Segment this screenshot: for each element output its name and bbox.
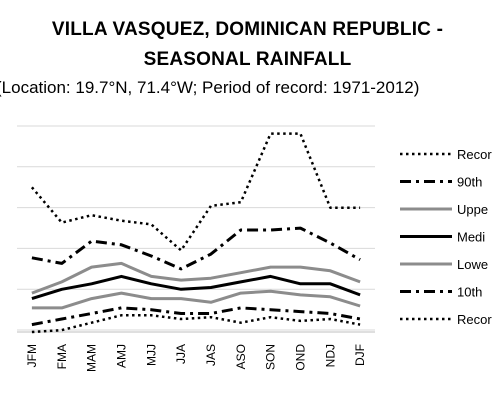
series-line-2	[31, 261, 361, 295]
legend-label: 90th	[457, 175, 482, 190]
x-tick-label: AMJ	[114, 344, 128, 368]
x-tick-label: JAS	[204, 344, 218, 366]
series-line-3	[31, 274, 361, 301]
legend-label: Recor	[457, 147, 492, 162]
x-tick-label: FMA	[55, 344, 69, 369]
legend-label: 10th	[457, 285, 482, 300]
chart-title-line1: VILLA VASQUEZ, DOMINICAN REPUBLIC -	[51, 19, 444, 40]
legend-label: Lowe	[457, 257, 488, 272]
x-tick-label: SON	[264, 344, 278, 370]
series-line-4	[31, 289, 361, 310]
chart-subtitle: (Location: 19.7°N, 71.4°W; Period of rec…	[0, 78, 420, 97]
x-tick-label: ASO	[234, 344, 248, 369]
x-tick-label: NDJ	[323, 344, 337, 367]
x-tick-label: JFM	[25, 344, 39, 367]
legend-label: Recor	[457, 312, 492, 327]
x-tick-label: MAM	[85, 344, 99, 372]
x-tick-label: OND	[293, 344, 307, 371]
grid-lines	[17, 125, 375, 333]
series-line-0	[30, 132, 361, 252]
x-tick-label: DJF	[353, 344, 367, 366]
legend-label: Medi	[457, 230, 485, 245]
x-axis-tick-labels: JFM FMA MAM AMJ MJJ JJA JAS ASO SON OND NDJ DJF	[25, 344, 367, 372]
series-line-1	[31, 226, 361, 271]
legend: Recor 90th Uppe Medi Lowe 10th Recor	[400, 147, 492, 327]
x-tick-label: JJA	[174, 344, 188, 364]
chart-title-line2: SEASONAL RAINFALL	[143, 49, 352, 70]
series-line-5	[31, 306, 361, 327]
series-line-6	[31, 314, 361, 334]
legend-label: Uppe	[457, 202, 488, 217]
series-lines	[30, 132, 361, 334]
x-tick-label: MJJ	[144, 344, 158, 366]
